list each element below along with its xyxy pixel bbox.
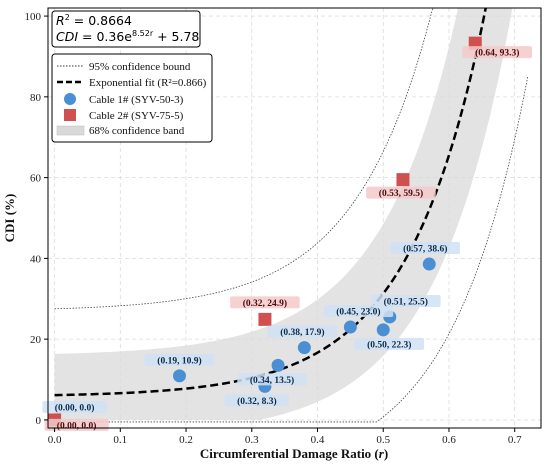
fit-equation-text: CDI = 0.36e8.52r + 5.78 [56, 29, 199, 44]
cable1-point [422, 257, 436, 271]
point-label-text: (0.45, 23.0) [336, 307, 380, 318]
cable1-point-label: (0.57, 38.6) [390, 242, 461, 255]
legend-cable2-marker [64, 109, 76, 121]
cable1-point-label: (0.32, 8.3) [224, 394, 290, 407]
confidence-band-68 [54, 8, 513, 420]
cable1-point [343, 320, 357, 334]
point-label-text: (0.57, 38.6) [403, 244, 447, 255]
point-label-bg [354, 337, 425, 350]
cable1-point-label: (0.38, 17.9) [267, 325, 338, 338]
x-tick-label: 0.5 [376, 434, 390, 446]
point-label-bg [230, 296, 300, 309]
x-tick-label: 0.0 [48, 434, 62, 446]
cable1-point-label: (0.34, 13.5) [237, 373, 307, 386]
point-label-text: (0.00, 0.0) [55, 402, 95, 413]
cable1-point-label: (0.00, 0.0) [42, 400, 107, 413]
cable2-point-label: (0.64, 93.3) [462, 46, 533, 59]
point-label-text: (0.32, 8.3) [237, 396, 277, 407]
cable1-point [271, 358, 285, 372]
cable1-point-label: (0.50, 22.3) [354, 337, 425, 350]
y-tick-label: 20 [30, 334, 42, 346]
legend-fit-label: Exponential fit (R²=0.866) [89, 77, 207, 89]
x-tick-label: 0.7 [508, 434, 522, 446]
point-labels: (0.19, 10.9) (0.32, 8.3) (0.34, 13.5) (0.38… [42, 46, 533, 431]
confidence-bounds-95 [54, 8, 529, 423]
y-axis-ticks: 0 20 40 60 80 100 [25, 11, 48, 427]
cable1-point [376, 323, 390, 337]
x-tick-label: 0.1 [113, 434, 127, 446]
equation-box: R2 = 0.8664 CDI = 0.36e8.52r + 5.78 [51, 10, 201, 48]
point-label-text: (0.19, 10.9) [157, 355, 201, 366]
point-label-text: (0.32, 24.9) [243, 298, 287, 309]
cable2-point [258, 312, 272, 326]
x-tick-label: 0.2 [179, 434, 193, 446]
cable1-point [172, 369, 186, 383]
point-label-text: (0.34, 13.5) [250, 375, 294, 386]
point-label-bg [323, 305, 394, 318]
x-axis-title: Circumferential Damage Ratio (r) [200, 446, 388, 461]
point-label-text: (0.00, 0.0) [57, 420, 97, 431]
legend-cable1-label: Cable 1# (SYV-50-3) [89, 94, 184, 106]
legend-cable2-label: Cable 2# (SYV-75-5) [89, 110, 184, 122]
point-label-bg [42, 400, 107, 413]
cable1-point-label: (0.19, 10.9) [144, 353, 215, 366]
y-tick-label: 0 [36, 415, 42, 427]
cable1-point [297, 341, 311, 355]
legend-band-swatch [56, 125, 85, 136]
legend-cable1-marker [64, 93, 76, 105]
point-label-bg [462, 46, 533, 59]
x-tick-label: 0.3 [245, 434, 259, 446]
legend-bound-label: 95% confidence bound [89, 61, 191, 73]
y-tick-label: 60 [30, 173, 42, 185]
point-label-text: (0.53, 59.5) [379, 188, 423, 199]
r-squared-text: R2 = 0.8664 [56, 13, 132, 28]
point-label-text: (0.51, 25.5) [384, 296, 428, 307]
point-label-text: (0.38, 17.9) [280, 327, 324, 338]
confidence-band-area [54, 8, 513, 420]
fit-curve [54, 8, 487, 397]
lower-95-bound [54, 75, 529, 423]
point-label-bg [224, 394, 290, 407]
point-label-bg [144, 353, 215, 366]
legend-band-label: 68% confidence band [89, 125, 185, 137]
legend: 95% confidence bound Exponential fit (R²… [51, 53, 213, 143]
cable1-point-label: (0.51, 25.5) [371, 294, 441, 307]
cable2-point-label: (0.00, 0.0) [44, 418, 109, 431]
point-label-bg [390, 242, 461, 255]
x-tick-label: 0.6 [442, 434, 456, 446]
point-label-text: (0.50, 22.3) [367, 339, 411, 350]
point-label-bg [267, 325, 338, 338]
point-label-bg [237, 373, 307, 386]
point-label-bg [371, 294, 441, 307]
y-tick-label: 100 [25, 11, 42, 23]
cable2-point-label: (0.53, 59.5) [366, 186, 436, 199]
y-axis-title: CDI (%) [2, 194, 17, 243]
plot-frame [47, 7, 542, 429]
x-tick-label: 0.4 [311, 434, 325, 446]
cable1-point-label: (0.45, 23.0) [323, 305, 394, 318]
exponential-fit [54, 8, 487, 397]
cable2-point-label: (0.32, 24.9) [230, 296, 300, 309]
upper-95-bound [54, 8, 434, 310]
point-label-bg [366, 186, 436, 199]
y-tick-label: 40 [30, 253, 42, 265]
x-axis-ticks: 0.0 0.1 0.2 0.3 0.4 0.5 0.6 0.7 [48, 428, 522, 446]
y-tick-label: 80 [30, 92, 42, 104]
point-label-text: (0.64, 93.3) [475, 48, 519, 59]
cable2-point [396, 173, 410, 187]
